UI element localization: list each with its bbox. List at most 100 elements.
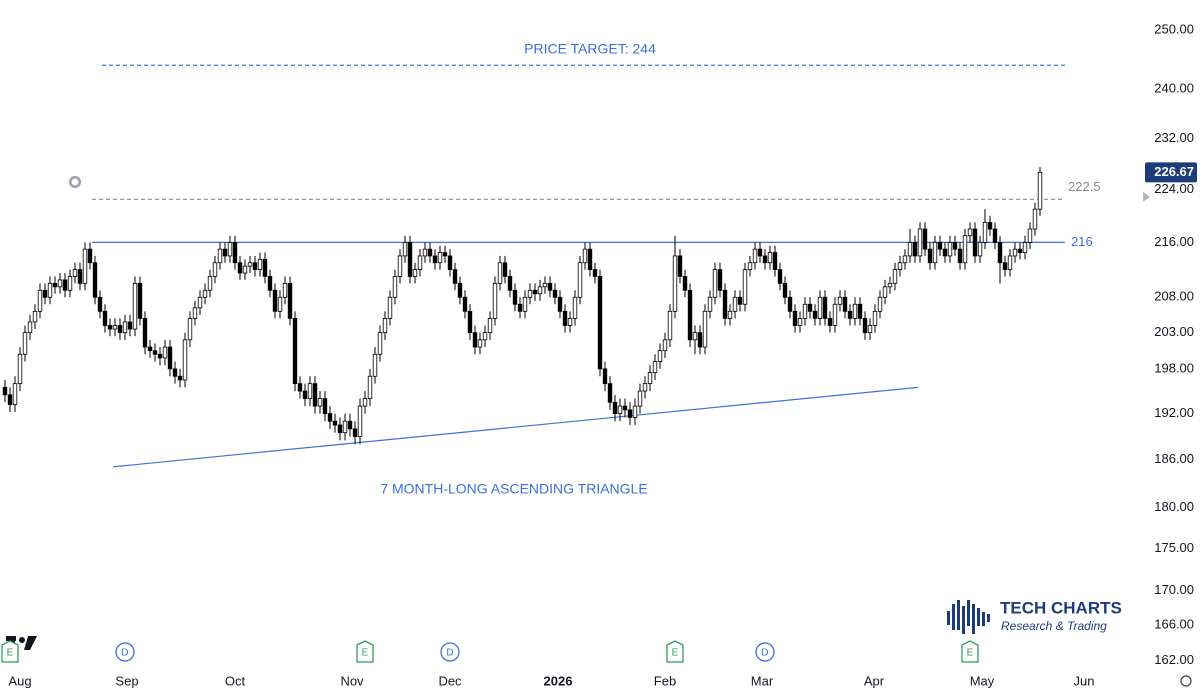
candle-body	[437, 252, 443, 264]
candle-body	[452, 269, 458, 284]
candle-body	[102, 310, 108, 326]
y-tick-label: 224.00	[1154, 181, 1194, 196]
candle-body	[787, 296, 793, 312]
candle-body	[332, 420, 338, 426]
earnings-event	[961, 640, 979, 663]
candle-body	[232, 242, 238, 264]
level-label: 216	[1071, 234, 1093, 249]
y-tick-label: 208.00	[1154, 289, 1194, 304]
x-tick-label: Jun	[1074, 673, 1095, 688]
candle-body	[577, 262, 583, 298]
candle-body	[762, 255, 768, 264]
candle-body	[942, 248, 948, 257]
candle-body	[377, 332, 383, 355]
candle-body	[552, 289, 558, 298]
candle-body	[217, 248, 223, 264]
candle-body	[432, 255, 438, 264]
earnings-event	[356, 640, 374, 663]
candle-body	[7, 394, 13, 405]
candle-body	[262, 258, 268, 277]
candle-body	[947, 242, 953, 257]
candle-body	[567, 317, 573, 326]
candle-body	[992, 228, 998, 243]
dividend-event	[755, 642, 775, 662]
candle-body	[997, 242, 1003, 264]
event-label: E	[672, 648, 679, 659]
candle-body	[372, 353, 378, 377]
candle-body	[322, 398, 328, 415]
event-label: D	[121, 648, 128, 659]
logo-title: TECH CHARTS	[1000, 598, 1122, 617]
price-marker	[1143, 192, 1150, 202]
candle-body	[122, 321, 128, 334]
candle-body	[607, 383, 613, 403]
candle-body	[162, 346, 168, 359]
candle-body	[112, 325, 118, 330]
candle-body	[477, 339, 483, 348]
event-label: E	[362, 648, 369, 659]
candle-body	[52, 282, 58, 288]
candle-body	[72, 269, 78, 277]
candle-body	[37, 289, 43, 312]
candle-body	[407, 242, 413, 277]
candle-body	[222, 248, 228, 257]
candle-body	[702, 310, 708, 348]
last-price-badge	[1145, 162, 1197, 183]
candle-body	[87, 248, 93, 264]
candle-body	[192, 307, 198, 319]
y-tick-label: 216.00	[1154, 234, 1194, 249]
candle-body	[472, 332, 478, 348]
candle-body	[147, 346, 153, 352]
y-tick-label: 250.00	[1154, 21, 1194, 36]
candle-body	[832, 303, 838, 326]
candle-body	[497, 262, 503, 284]
candle-body	[562, 310, 568, 326]
candle-body	[957, 248, 963, 264]
candle-body	[857, 303, 863, 319]
candle-body	[867, 325, 873, 334]
x-tick-label: Apr	[864, 673, 885, 688]
event-label: E	[7, 648, 14, 659]
candle-body	[137, 282, 143, 319]
candle-body	[492, 282, 498, 319]
candle-body	[667, 310, 673, 341]
candle-body	[442, 252, 448, 257]
settings-icon[interactable]	[1180, 675, 1192, 687]
candle-body	[817, 296, 823, 319]
candle-body	[647, 372, 653, 385]
level-label: 222.5	[1068, 179, 1101, 194]
x-tick-label: Dec	[438, 673, 462, 688]
candle-body	[827, 317, 833, 326]
y-tick-label: 175.00	[1154, 540, 1194, 555]
candle-body	[167, 346, 173, 370]
candle-body	[292, 317, 298, 385]
candle-body	[257, 258, 263, 270]
candle-body	[457, 282, 463, 298]
candle-body	[287, 282, 293, 319]
candle-body	[537, 286, 543, 295]
candle-body	[67, 276, 73, 291]
candle-body	[382, 317, 388, 334]
candle-body	[747, 262, 753, 270]
y-tick-label: 170.00	[1154, 582, 1194, 597]
candle-body	[687, 289, 693, 341]
candle-body	[352, 428, 358, 437]
y-tick-label: 203.00	[1154, 324, 1194, 339]
candle-body	[302, 390, 308, 399]
candle-body	[557, 296, 563, 312]
y-tick-label: 166.00	[1154, 617, 1194, 632]
y-tick-label: 192.00	[1154, 405, 1194, 420]
x-tick-label: Sep	[115, 673, 138, 688]
candle-body	[587, 248, 593, 270]
candle-body	[982, 221, 988, 243]
price-target-annotation: PRICE TARGET: 244	[524, 41, 656, 57]
candle-body	[82, 248, 88, 284]
candle-body	[197, 296, 203, 309]
candle-body	[602, 368, 608, 385]
alarm-icon	[69, 176, 81, 188]
candle-body	[32, 310, 38, 323]
candle-body	[387, 296, 393, 319]
x-tick-label: Nov	[340, 673, 364, 688]
candle-body	[637, 390, 643, 407]
